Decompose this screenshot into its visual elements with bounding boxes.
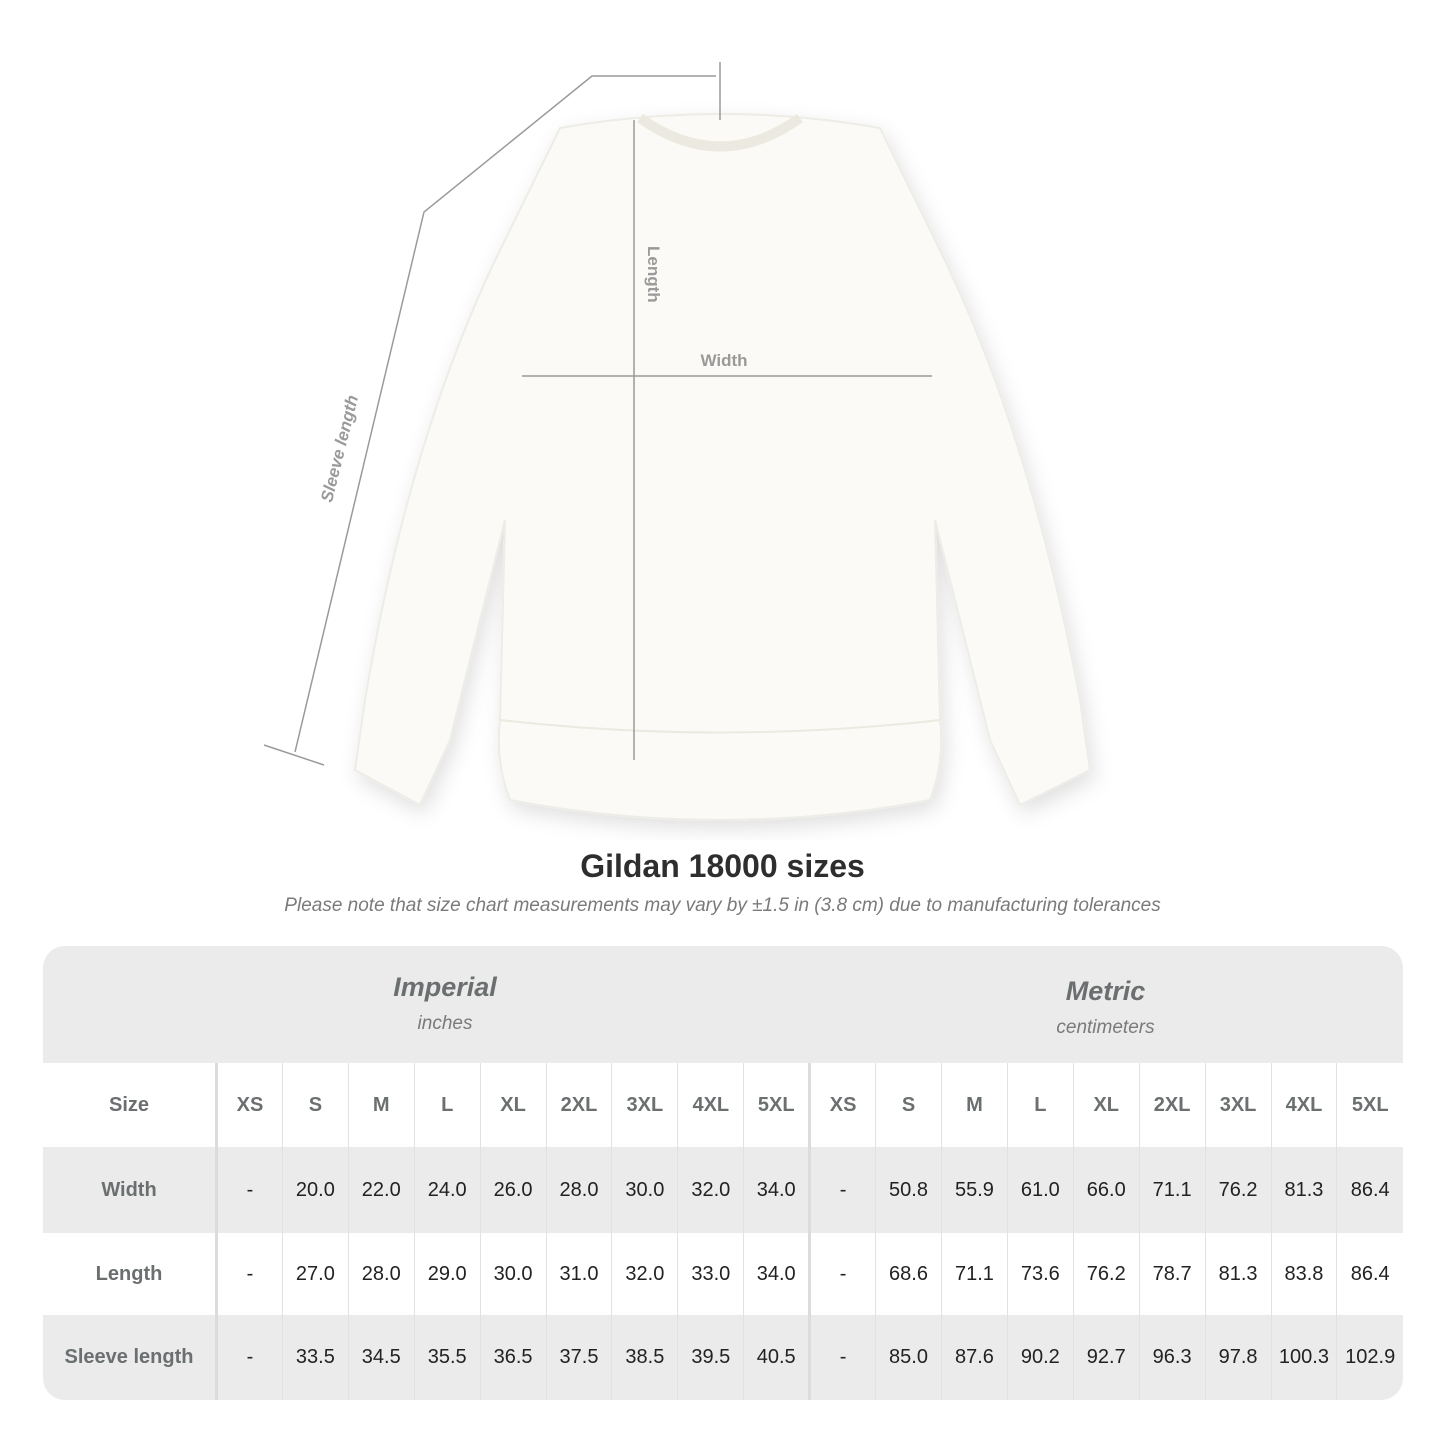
size-header-row: Size XS S M L XL 2XL 3XL 4XL 5XL XS S M L XL 2XL 3XL 4XL 5…	[43, 1063, 1403, 1147]
metric-cell: 100.3	[1270, 1315, 1337, 1400]
size-chart-table: Imperial inches Metric centimeters Size X…	[43, 946, 1403, 1400]
imperial-cell: 38.5	[611, 1315, 678, 1400]
size-header: 4XL	[677, 1063, 744, 1147]
imperial-cell: 34.5	[347, 1315, 415, 1400]
imperial-cell: 33.0	[677, 1233, 744, 1315]
imperial-cell: 22.0	[347, 1147, 415, 1233]
metric-cell: 55.9	[940, 1147, 1008, 1233]
metric-cell: 81.3	[1270, 1147, 1337, 1233]
imperial-cell: 39.5	[677, 1315, 744, 1400]
metric-cell: 76.2	[1072, 1233, 1140, 1315]
imperial-cell: 27.0	[281, 1233, 349, 1315]
metric-cell: 86.4	[1336, 1233, 1403, 1315]
metric-cell: 97.8	[1204, 1315, 1271, 1400]
metric-cell: 92.7	[1072, 1315, 1140, 1400]
tolerance-note: Please note that size chart measurements…	[284, 895, 1161, 916]
imperial-cell: -	[216, 1233, 283, 1315]
metric-cell: 102.9	[1336, 1315, 1403, 1400]
metric-cell: -	[808, 1233, 876, 1315]
sleeve-length-label: Sleeve length	[317, 393, 362, 504]
table-row: Length -27.0 28.0 29.0 30.0 31.0 32.0 33.0 34.0-…	[43, 1233, 1403, 1315]
imperial-header: Imperial inches	[215, 972, 675, 1035]
size-header: 5XL	[743, 1063, 810, 1147]
size-header: 2XL	[1138, 1063, 1206, 1147]
size-header: 5XL	[1336, 1063, 1403, 1147]
metric-cell: 71.1	[1138, 1147, 1206, 1233]
row-label: Sleeve length	[43, 1315, 218, 1400]
width-label: Width	[700, 351, 747, 370]
size-header: 3XL	[1204, 1063, 1271, 1147]
imperial-cell: 20.0	[281, 1147, 349, 1233]
size-header: 3XL	[611, 1063, 678, 1147]
table-row: Width -20.0 22.0 24.0 26.0 28.0 30.0 32.0 34.0-5…	[43, 1147, 1403, 1233]
metric-cell: 81.3	[1204, 1233, 1271, 1315]
metric-cell: 50.8	[875, 1147, 942, 1233]
size-header: L	[413, 1063, 481, 1147]
table-row: Sleeve length -33.5 34.5 35.5 36.5 37.5 38.5 39…	[43, 1315, 1403, 1400]
imperial-cell: 24.0	[413, 1147, 481, 1233]
metric-cell: -	[808, 1315, 876, 1400]
imperial-cell: -	[216, 1147, 283, 1233]
measurement-lines	[263, 62, 932, 766]
size-header: M	[940, 1063, 1008, 1147]
size-header: L	[1006, 1063, 1074, 1147]
metric-cell: 76.2	[1204, 1147, 1271, 1233]
metric-cell: 66.0	[1072, 1147, 1140, 1233]
size-header: XS	[808, 1063, 876, 1147]
imperial-cell: 37.5	[545, 1315, 612, 1400]
sweatshirt-illustration: Length Width Sleeve length	[263, 62, 1092, 821]
imperial-cell: 34.0	[743, 1147, 810, 1233]
imperial-cell: 36.5	[479, 1315, 547, 1400]
metric-cell: 96.3	[1138, 1315, 1206, 1400]
metric-cell: 61.0	[1006, 1147, 1074, 1233]
imperial-unit: inches	[417, 1013, 473, 1034]
imperial-cell: -	[216, 1315, 283, 1400]
imperial-cell: 30.0	[479, 1233, 547, 1315]
size-header: 2XL	[545, 1063, 612, 1147]
size-header: XS	[216, 1063, 283, 1147]
imperial-cell: 31.0	[545, 1233, 612, 1315]
size-table: Size XS S M L XL 2XL 3XL 4XL 5XL XS S M L XL 2XL 3XL 4XL 5…	[43, 1063, 1403, 1400]
metric-cell: 85.0	[875, 1315, 942, 1400]
imperial-cell: 26.0	[479, 1147, 547, 1233]
imperial-cell: 34.0	[743, 1233, 810, 1315]
row-label: Width	[43, 1147, 218, 1233]
metric-cell: 87.6	[940, 1315, 1008, 1400]
size-header: S	[875, 1063, 942, 1147]
size-header: XL	[1072, 1063, 1140, 1147]
metric-cell: 73.6	[1006, 1233, 1074, 1315]
imperial-cell: 40.5	[743, 1315, 810, 1400]
metric-cell: 71.1	[940, 1233, 1008, 1315]
imperial-cell: 28.0	[347, 1233, 415, 1315]
size-label: Size	[43, 1063, 218, 1147]
imperial-cell: 32.0	[611, 1233, 678, 1315]
sweatshirt-image	[353, 113, 1092, 821]
metric-header: Metric centimeters	[808, 976, 1403, 1039]
table-header: Imperial inches Metric centimeters	[43, 946, 1403, 1063]
size-header: XL	[479, 1063, 547, 1147]
metric-cell: 68.6	[875, 1233, 942, 1315]
metric-title: Metric	[1065, 976, 1146, 1006]
length-label: Length	[644, 246, 663, 303]
page-title: Gildan 18000 sizes	[580, 848, 865, 884]
row-label: Length	[43, 1233, 218, 1315]
imperial-cell: 33.5	[281, 1315, 349, 1400]
metric-cell: 78.7	[1138, 1233, 1206, 1315]
imperial-title: Imperial	[393, 972, 497, 1002]
size-header: 4XL	[1270, 1063, 1337, 1147]
metric-cell: 90.2	[1006, 1315, 1074, 1400]
metric-cell: 86.4	[1336, 1147, 1403, 1233]
imperial-cell: 29.0	[413, 1233, 481, 1315]
imperial-cell: 35.5	[413, 1315, 481, 1400]
imperial-cell: 28.0	[545, 1147, 612, 1233]
size-header: M	[347, 1063, 415, 1147]
imperial-cell: 30.0	[611, 1147, 678, 1233]
metric-cell: 83.8	[1270, 1233, 1337, 1315]
imperial-cell: 32.0	[677, 1147, 744, 1233]
metric-cell: -	[808, 1147, 876, 1233]
metric-unit: centimeters	[1056, 1017, 1155, 1038]
size-header: S	[281, 1063, 349, 1147]
